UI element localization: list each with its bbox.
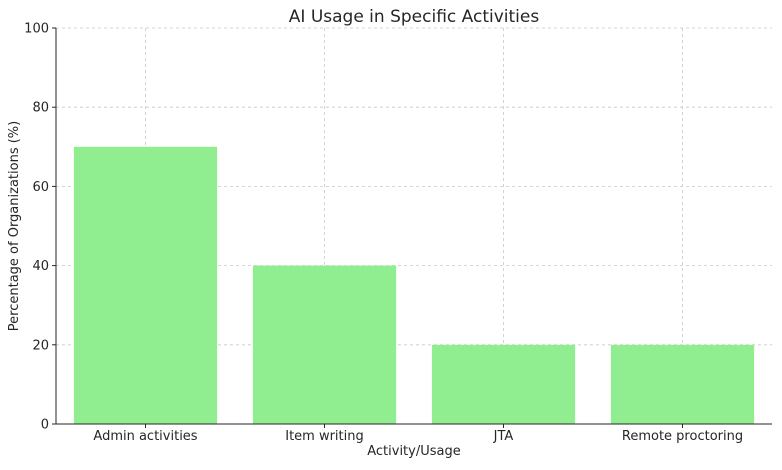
y-tick-label: 80	[32, 101, 49, 116]
bar	[73, 146, 218, 425]
y-tick-label: 0	[41, 418, 49, 433]
bar	[431, 344, 576, 424]
y-ticks: 0 20 40 60 80 100	[24, 22, 56, 433]
bar	[610, 344, 755, 424]
y-tick-label: 60	[32, 180, 49, 195]
x-ticks: Admin activities Item writing JTA Remote pr…	[93, 424, 743, 444]
y-tick-label: 40	[32, 259, 49, 274]
y-tick-label: 100	[24, 22, 49, 37]
x-tick-label: Admin activities	[93, 429, 197, 444]
x-tick-label: Remote proctoring	[622, 429, 743, 444]
y-axis-label: Percentage of Organizations (%)	[7, 121, 22, 331]
chart-title: AI Usage in Specific Activities	[289, 7, 540, 27]
y-tick-label: 20	[32, 338, 49, 353]
bars	[73, 146, 755, 425]
x-axis-label: Activity/Usage	[367, 444, 461, 459]
x-tick-label: JTA	[493, 429, 514, 444]
x-tick-label: Item writing	[285, 429, 364, 444]
axes	[55, 28, 772, 425]
bar	[252, 265, 397, 424]
